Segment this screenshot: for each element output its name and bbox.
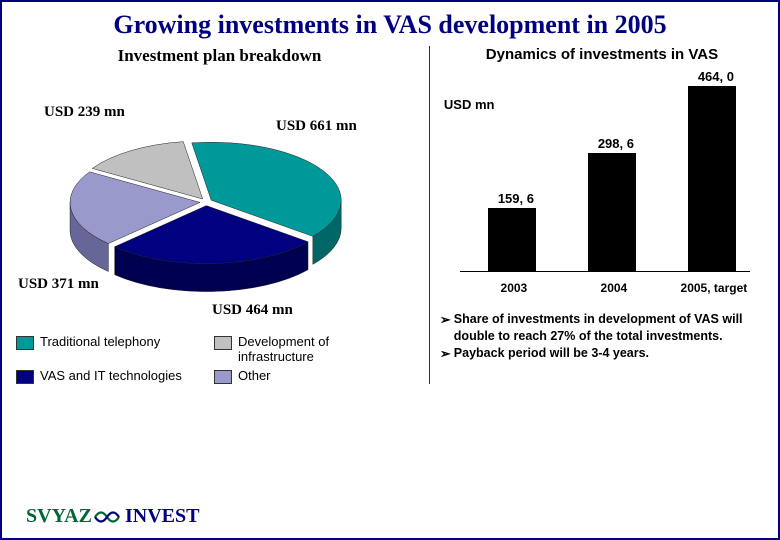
- bar-axis-label: USD mn: [444, 97, 495, 112]
- legend-item: Development of infrastructure: [214, 334, 394, 364]
- bar-category-label: 2005, target: [670, 281, 758, 295]
- pie-chart: USD 661 mn USD 464 mn USD 371 mn USD 239 mn: [16, 72, 416, 332]
- pie-slice-label: USD 661 mn: [276, 118, 357, 135]
- bullet-text: Share of investments in development of V…: [454, 311, 764, 345]
- bullet-item: ➢Share of investments in development of …: [440, 311, 764, 345]
- legend-label: Development of infrastructure: [238, 334, 394, 364]
- bar-value-label: 159, 6: [482, 191, 550, 206]
- legend-swatch: [214, 336, 232, 350]
- legend-swatch: [16, 370, 34, 384]
- legend-item: Other: [214, 368, 394, 384]
- pie-slice-label: USD 239 mn: [44, 104, 125, 121]
- legend-label: Other: [238, 368, 271, 383]
- page-title: Growing investments in VAS development i…: [16, 10, 764, 40]
- bar-value-label: 298, 6: [582, 136, 650, 151]
- bar: [488, 208, 536, 272]
- legend-item: Traditional telephony: [16, 334, 196, 364]
- content-row: Investment plan breakdown USD 661 mnUSD …: [16, 46, 764, 384]
- legend-label: Traditional telephony: [40, 334, 160, 349]
- bar: [588, 153, 636, 272]
- pie-subtitle: Investment plan breakdown: [16, 46, 423, 66]
- bullet-arrow-icon: ➢: [440, 311, 451, 345]
- left-panel: Investment plan breakdown USD 661 mnUSD …: [16, 46, 430, 384]
- logo-text-right: INVEST: [125, 505, 199, 528]
- pie-slice-label: USD 371 mn: [18, 276, 99, 293]
- footer-logo: SVYAZ INVEST: [26, 505, 199, 528]
- bullet-text: Payback period will be 3-4 years.: [454, 345, 649, 363]
- pie-legend: Traditional telephony Development of infr…: [16, 334, 423, 384]
- legend-label: VAS and IT technologies: [40, 368, 182, 383]
- right-panel: Dynamics of investments in VAS USD mn 15…: [430, 46, 764, 384]
- bullet-item: ➢Payback period will be 3-4 years.: [440, 345, 764, 363]
- logo-swirl-icon: [93, 508, 121, 526]
- pie-slice-label: USD 464 mn: [212, 302, 293, 319]
- bar-value-label: 464, 0: [682, 69, 750, 84]
- bar-chart: USD mn 159, 62003298, 62004464, 02005, t…: [440, 67, 750, 297]
- bullet-arrow-icon: ➢: [440, 345, 451, 363]
- bar-category-label: 2003: [470, 281, 558, 295]
- bar-subtitle: Dynamics of investments in VAS: [440, 46, 764, 63]
- bar-category-label: 2004: [570, 281, 658, 295]
- bar: [688, 86, 736, 272]
- legend-swatch: [16, 336, 34, 350]
- legend-swatch: [214, 370, 232, 384]
- legend-item: VAS and IT technologies: [16, 368, 196, 384]
- logo-text-left: SVYAZ: [26, 505, 92, 528]
- bullet-list: ➢Share of investments in development of …: [440, 311, 764, 362]
